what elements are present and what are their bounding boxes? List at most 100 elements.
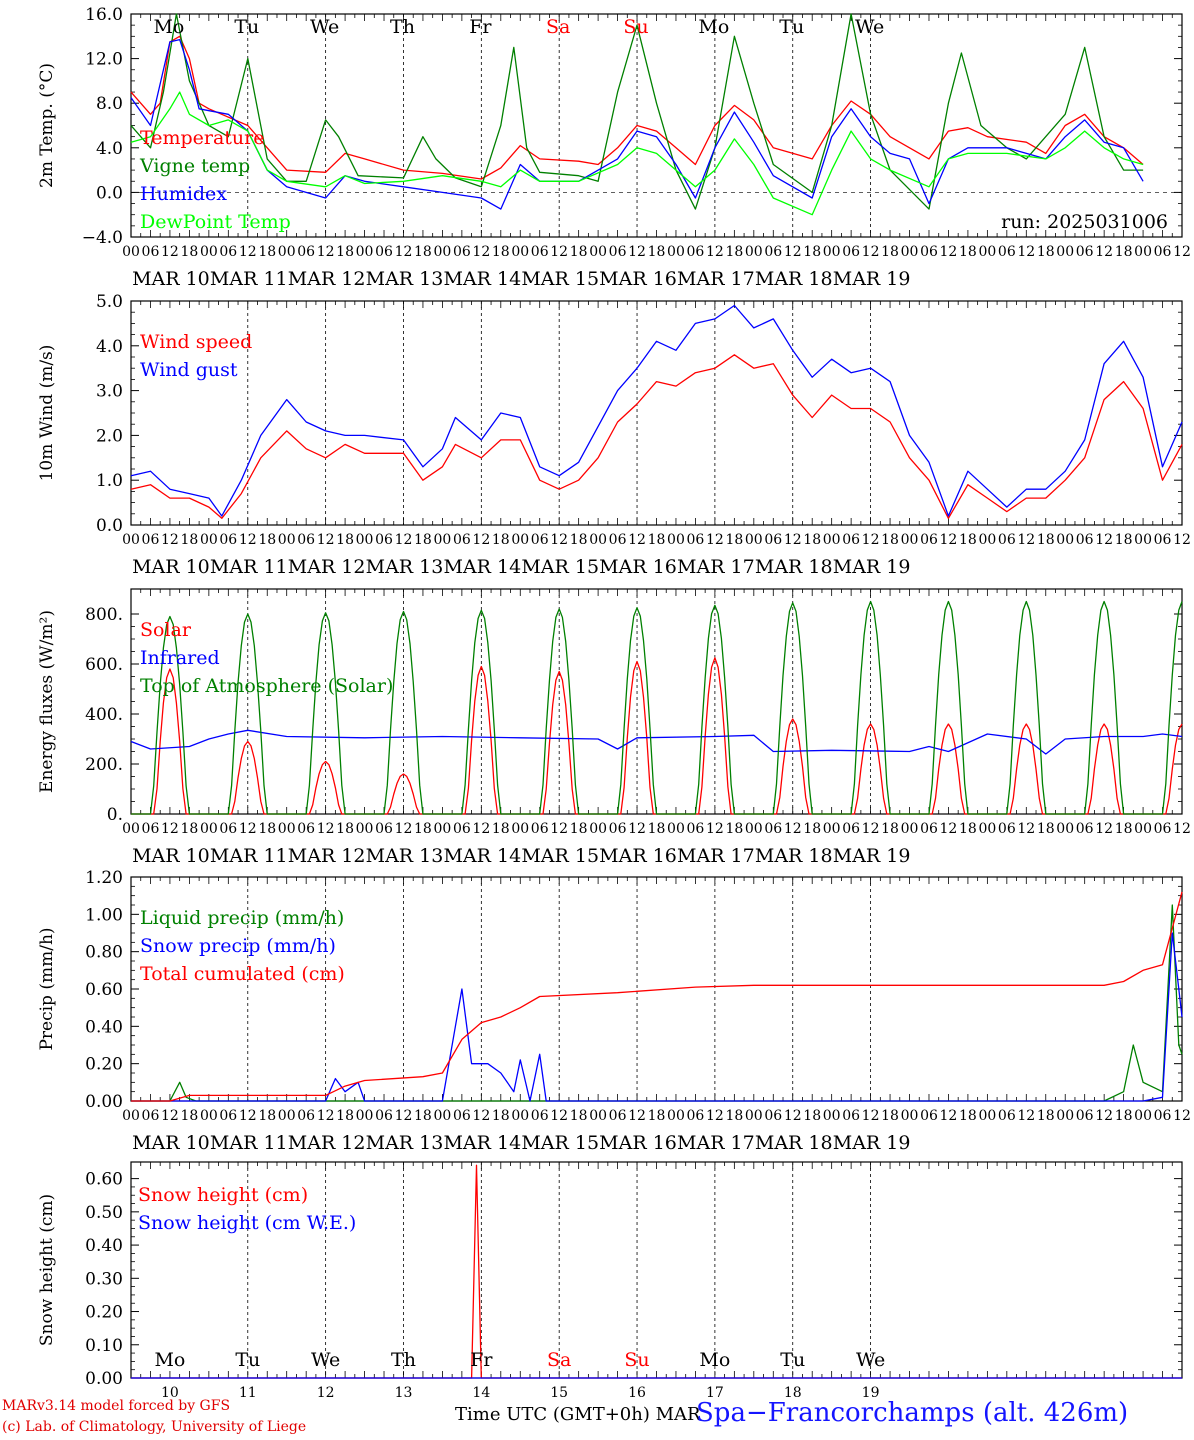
hour-tick-label: 00 (823, 532, 841, 548)
y-tick-label: 5.0 (96, 292, 123, 312)
hour-tick-label: 06 (142, 821, 160, 837)
panel-frame (130, 13, 1183, 238)
hour-tick-label: 06 (842, 821, 860, 837)
hour-tick-label: 06 (142, 532, 160, 548)
hour-tick-label: 12 (628, 1108, 646, 1124)
weekday-label: We (855, 16, 884, 38)
hour-tick-label: 12 (317, 821, 335, 837)
hour-tick-label: 18 (570, 1108, 588, 1124)
day-number-label: 18 (784, 1385, 802, 1401)
hour-tick-label: 06 (219, 532, 237, 548)
y-tick-label: 1.0 (96, 471, 123, 491)
date-label: MAR 12 (288, 556, 366, 578)
hour-tick-label: 06 (1154, 532, 1172, 548)
hour-tick-label: 18 (648, 1108, 666, 1124)
hour-tick-label: 12 (940, 821, 958, 837)
legend-entry: Liquid precip (mm/h) (140, 907, 344, 929)
hour-tick-label: 12 (161, 1108, 179, 1124)
hour-tick-label: 00 (823, 821, 841, 837)
date-label: MAR 16 (599, 845, 677, 867)
hour-tick-label: 00 (589, 532, 607, 548)
lab-credit: (c) Lab. of Climatology, University of L… (2, 1419, 307, 1435)
hour-tick-label: 06 (1154, 244, 1172, 260)
date-label: MAR 11 (210, 556, 288, 578)
legend-entry: Wind gust (140, 359, 238, 381)
hour-tick-label: 00 (511, 1108, 529, 1124)
hour-tick-label: 12 (1095, 244, 1113, 260)
hour-tick-label: 00 (278, 532, 296, 548)
date-label: MAR 13 (366, 556, 444, 578)
weekday-label: Fr (470, 1349, 493, 1371)
hour-tick-label: 06 (764, 244, 782, 260)
y-tick-label: 0.40 (85, 1236, 123, 1256)
hour-tick-label: 18 (803, 821, 821, 837)
hour-tick-label: 06 (219, 1108, 237, 1124)
hour-tick-label: 06 (453, 532, 471, 548)
hour-tick-label: 12 (862, 244, 880, 260)
weekday-label: We (310, 16, 339, 38)
hour-tick-label: 12 (317, 244, 335, 260)
hour-tick-label: 00 (667, 244, 685, 260)
legend-entry: Total cumulated (cm) (140, 963, 345, 985)
y-tick-label: 1.00 (85, 905, 123, 925)
date-label: MAR 18 (755, 556, 833, 578)
hour-tick-label: 18 (570, 244, 588, 260)
hour-tick-label: 06 (842, 244, 860, 260)
hour-tick-label: 06 (453, 821, 471, 837)
hour-tick-label: 00 (823, 244, 841, 260)
hour-tick-label: 00 (667, 821, 685, 837)
hour-tick-label: 12 (472, 1108, 490, 1124)
hour-tick-label: 12 (1017, 532, 1035, 548)
y-tick-label: −4.0 (82, 228, 123, 248)
date-label: MAR 14 (443, 268, 521, 290)
hour-tick-label: 06 (1076, 821, 1094, 837)
hour-tick-label: 00 (200, 821, 218, 837)
series-line (131, 932, 1183, 1102)
weekday-label: Mo (698, 16, 729, 38)
date-label: MAR 19 (833, 845, 911, 867)
hour-tick-label: 00 (1056, 532, 1074, 548)
hour-tick-label: 18 (414, 1108, 432, 1124)
y-tick-label: 600. (85, 655, 123, 675)
hour-tick-label: 00 (356, 532, 374, 548)
hour-tick-label: 12 (940, 532, 958, 548)
hour-tick-label: 12 (550, 532, 568, 548)
hour-tick-label: 18 (570, 821, 588, 837)
date-label: MAR 11 (210, 1132, 288, 1154)
hour-tick-label: 06 (920, 1108, 938, 1124)
hour-tick-label: 18 (803, 244, 821, 260)
y-tick-label: 0.00 (85, 1369, 123, 1389)
date-label: MAR 19 (833, 556, 911, 578)
y-axis-label: 10m Wind (m/s) (37, 345, 57, 482)
hour-tick-label: 12 (1017, 821, 1035, 837)
day-number-label: 10 (161, 1385, 179, 1401)
hour-tick-label: 06 (687, 532, 705, 548)
hour-tick-label: 12 (239, 244, 257, 260)
hour-tick-label: 18 (1115, 821, 1133, 837)
weekday-label: Su (624, 1349, 649, 1371)
hour-tick-label: 12 (472, 244, 490, 260)
hour-tick-label: 06 (297, 1108, 315, 1124)
y-tick-label: 0.40 (85, 1017, 123, 1037)
y-tick-label: 0.0 (96, 516, 123, 536)
date-label: MAR 11 (210, 845, 288, 867)
hour-tick-label: 06 (142, 1108, 160, 1124)
hour-tick-label: 00 (978, 1108, 996, 1124)
hour-tick-label: 00 (745, 532, 763, 548)
legend-entry: Wind speed (140, 331, 252, 353)
date-label: MAR 14 (443, 1132, 521, 1154)
y-tick-label: 0. (107, 805, 123, 825)
hour-tick-label: 00 (433, 532, 451, 548)
weekday-label: Th (391, 1349, 416, 1371)
hour-tick-label: 18 (180, 1108, 198, 1124)
date-label: MAR 14 (443, 845, 521, 867)
weekday-label: Sa (546, 16, 570, 38)
hour-tick-label: 00 (200, 244, 218, 260)
hour-tick-label: 06 (609, 1108, 627, 1124)
hour-tick-label: 06 (920, 821, 938, 837)
hour-tick-label: 00 (1056, 1108, 1074, 1124)
date-label: MAR 16 (599, 1132, 677, 1154)
weekday-label: Mo (153, 16, 184, 38)
hour-tick-label: 12 (239, 532, 257, 548)
